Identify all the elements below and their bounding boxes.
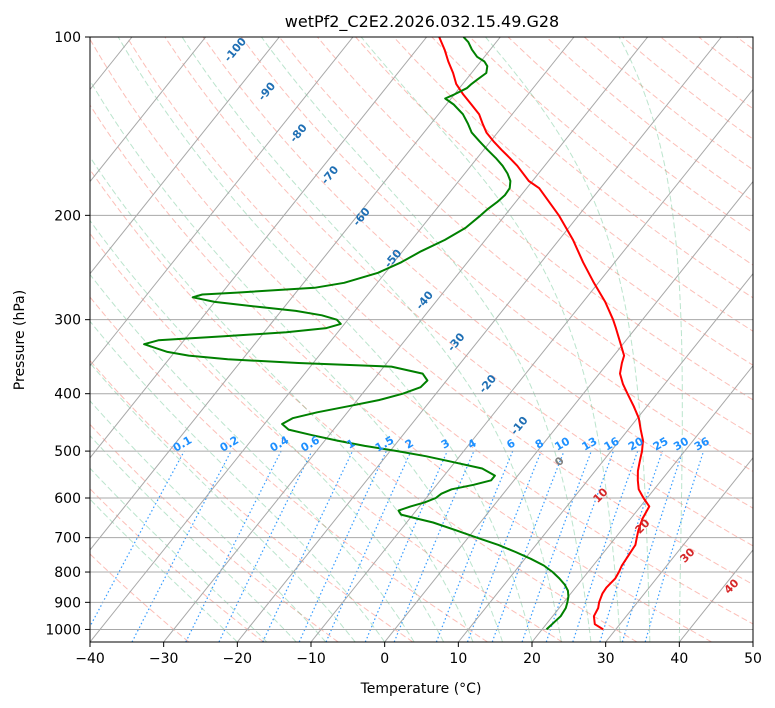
chart-title: wetPf2_C2E2.2026.032.15.49.G28 bbox=[285, 12, 559, 32]
dry-adiabat-line bbox=[90, 232, 563, 642]
dry-adiabat-line bbox=[90, 488, 264, 642]
mixing-ratio-line bbox=[621, 450, 684, 642]
plot-frame bbox=[89, 36, 754, 643]
mixing-ratio-line bbox=[599, 450, 663, 642]
moist-adiabat-line bbox=[181, 37, 562, 642]
x-tick-label: −30 bbox=[149, 651, 179, 667]
y-tick-label: 600 bbox=[54, 491, 81, 507]
dry-adiabat-line bbox=[90, 553, 190, 642]
moist-adiabat-line bbox=[90, 79, 503, 642]
moist-adiabat-line bbox=[260, 37, 592, 642]
isotherm-line bbox=[90, 37, 280, 275]
moist-adiabat-line bbox=[360, 37, 621, 642]
x-tick-label: −20 bbox=[223, 651, 253, 667]
mixing-ratio-line bbox=[491, 450, 565, 642]
isotherm-line bbox=[90, 37, 501, 551]
plot-area: -100-90-80-70-60-50-40-30-20-10010203040… bbox=[90, 37, 753, 642]
dewpoint-profile-line bbox=[143, 37, 570, 631]
mixing-ratio-line bbox=[185, 450, 282, 642]
y-tick-label: 500 bbox=[54, 444, 81, 460]
moist-adiabats bbox=[90, 37, 683, 642]
x-tick-label: −40 bbox=[75, 651, 105, 667]
isotherm-line bbox=[457, 272, 753, 642]
dry-adiabat-line bbox=[164, 37, 753, 547]
dry-adiabat-line bbox=[126, 37, 753, 586]
y-axis: 1000 900 800 700 600 500 400 300 200 100 bbox=[45, 30, 90, 638]
isotherm-line bbox=[90, 37, 575, 642]
isotherm-line bbox=[163, 37, 649, 642]
x-tick-label: 50 bbox=[744, 651, 762, 667]
y-tick-label: 700 bbox=[54, 531, 81, 547]
isotherm-line bbox=[236, 37, 722, 642]
moist-adiabat-line bbox=[117, 37, 533, 642]
mixing-ratio-line bbox=[466, 450, 542, 642]
x-tick-label: 40 bbox=[670, 651, 688, 667]
moist-adiabat-line bbox=[90, 467, 268, 642]
mixing-ratio-line bbox=[572, 450, 639, 642]
isotherm-line bbox=[90, 37, 354, 367]
moist-adiabat-line bbox=[90, 362, 356, 642]
mixing-ratio-line bbox=[90, 450, 185, 628]
x-tick-label: 20 bbox=[523, 651, 541, 667]
mixing-ratio-line bbox=[325, 450, 412, 642]
dry-adiabat-line bbox=[90, 38, 753, 625]
y-tick-label: 800 bbox=[54, 565, 81, 581]
sounding-profiles bbox=[143, 37, 651, 631]
moist-adiabat-line bbox=[90, 156, 474, 642]
moist-adiabat-line bbox=[485, 37, 651, 642]
dry-adiabat-line bbox=[393, 37, 753, 332]
isotherm-line bbox=[605, 457, 753, 642]
x-tick-label: 0 bbox=[380, 651, 389, 667]
moist-adiabat-line bbox=[90, 320, 386, 642]
isotherm-line bbox=[90, 37, 207, 183]
y-tick-label: 1000 bbox=[45, 622, 81, 638]
mixing-ratio-line bbox=[435, 450, 514, 642]
x-tick-label: 10 bbox=[449, 651, 467, 667]
dry-adiabat-line bbox=[90, 423, 339, 642]
y-tick-label: 100 bbox=[54, 30, 81, 46]
x-axis: −40 −30 −20 −10 0 10 20 30 40 50 bbox=[75, 642, 762, 667]
y-tick-label: 300 bbox=[54, 313, 81, 329]
x-axis-label: Temperature (°C) bbox=[360, 681, 482, 697]
moist-adiabat-line bbox=[90, 400, 327, 642]
mixing-ratio-line bbox=[545, 450, 614, 642]
moist-adiabat-line bbox=[90, 273, 415, 642]
mixing-ratio-line bbox=[521, 450, 592, 642]
dry-adiabat-line bbox=[90, 296, 488, 642]
moist-adiabat-line bbox=[618, 37, 683, 642]
moist-adiabat-line bbox=[90, 435, 297, 642]
dry-adiabat-line bbox=[317, 37, 753, 401]
mixing-ratio-line bbox=[364, 450, 448, 642]
y-tick-label: 400 bbox=[54, 387, 81, 403]
y-tick-label: 200 bbox=[54, 208, 81, 224]
dry-adiabat-line bbox=[202, 37, 753, 509]
x-tick-label: −10 bbox=[296, 651, 326, 667]
moist-adiabat-line bbox=[90, 219, 445, 642]
y-tick-label: 900 bbox=[54, 595, 81, 611]
isotherm-line bbox=[531, 364, 753, 642]
isotherm-line bbox=[384, 180, 753, 642]
y-axis-label: Pressure (hPa) bbox=[12, 290, 28, 390]
dry-adiabat-line bbox=[278, 37, 753, 436]
x-tick-label: 30 bbox=[597, 651, 615, 667]
skewed-isotherms bbox=[90, 37, 753, 642]
isotherm-line bbox=[310, 88, 753, 642]
temperature-profile-line bbox=[438, 37, 651, 631]
